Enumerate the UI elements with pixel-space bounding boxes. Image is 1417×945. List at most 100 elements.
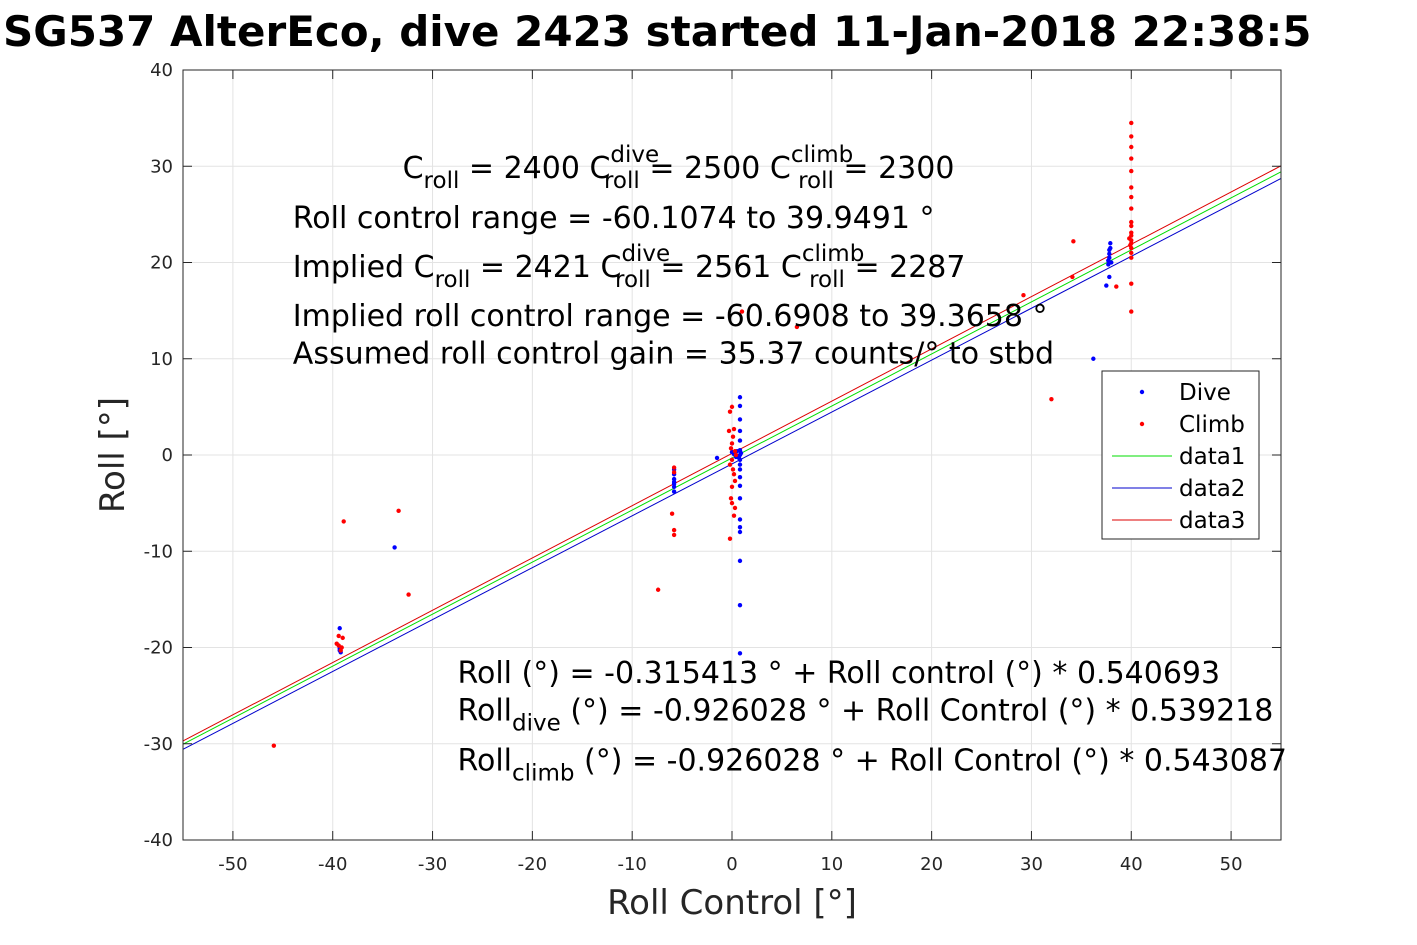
point-dive — [671, 484, 677, 489]
legend-label: data1 — [1179, 444, 1245, 470]
point-dive — [1091, 356, 1096, 361]
point-climb — [731, 513, 737, 518]
x-tick-label: 40 — [1120, 854, 1143, 875]
legend-box — [1101, 370, 1260, 540]
point-climb — [671, 465, 677, 470]
y-tick-label: -30 — [144, 734, 173, 755]
point-dive — [737, 651, 743, 656]
legend-swatch-dive — [1139, 389, 1145, 395]
point-climb — [727, 536, 733, 541]
point-climb — [732, 478, 738, 484]
point-climb — [1129, 255, 1134, 260]
annotation-text: Croll = 2400 Cdive roll = 2500 Cclimb roll… — [403, 142, 955, 194]
point-climb — [1128, 242, 1133, 248]
point-dive — [1109, 260, 1114, 265]
x-tick-label: 10 — [820, 854, 843, 875]
point-climb — [733, 452, 739, 458]
point-dive — [737, 602, 743, 608]
annotation-text: Roll (°) = -0.315413 ° + Roll control (°… — [458, 656, 1221, 691]
annotation-run: roll — [809, 267, 845, 293]
point-dive — [714, 455, 720, 461]
point-dive — [737, 524, 743, 530]
point-climb — [338, 648, 343, 653]
annotations: Croll = 2400 Cdive roll = 2500 Cclimb roll… — [293, 142, 1287, 787]
point-climb — [1129, 206, 1134, 211]
annotation-run: climb — [802, 241, 864, 267]
point-dive — [737, 403, 743, 409]
annotation-run: Roll — [458, 744, 513, 779]
point-climb — [730, 434, 736, 439]
point-climb — [728, 446, 734, 451]
point-climb — [671, 532, 677, 538]
point-climb — [341, 519, 346, 524]
point-climb — [729, 441, 735, 446]
point-climb — [1070, 274, 1075, 280]
annotation-text: Rollclimb (°) = -0.926028 ° + Roll Contr… — [458, 744, 1288, 787]
point-climb — [671, 527, 677, 533]
annotation-run: climb — [791, 142, 853, 168]
x-tick-label: -30 — [418, 854, 447, 875]
annotation-text: Rolldive (°) = -0.926028 ° + Roll Contro… — [458, 694, 1274, 737]
x-tick-label: 50 — [1220, 854, 1243, 875]
point-dive — [737, 474, 743, 480]
legend[interactable]: Dive Climb data1 data2 data3 — [1101, 370, 1260, 540]
point-climb — [732, 505, 738, 511]
annotation-run: Implied C — [293, 250, 435, 285]
point-climb — [1129, 281, 1134, 286]
point-dive — [1108, 241, 1113, 246]
point-dive — [1107, 251, 1112, 257]
x-tick-label: -40 — [318, 854, 347, 875]
y-tick-label: -20 — [144, 638, 173, 659]
point-climb — [739, 309, 745, 314]
annotation-run: (°) = -0.926028 ° + Roll Control (°) * 0… — [561, 694, 1274, 729]
annotation-run: Roll control range = -60.1074 to 39.9491… — [293, 201, 935, 236]
annotation-run: Roll — [458, 694, 513, 729]
annotation-run: = 2421 C — [470, 250, 621, 285]
x-tick-label: -20 — [518, 854, 547, 875]
point-climb — [1129, 168, 1134, 174]
point-climb — [1129, 120, 1134, 126]
point-climb — [728, 496, 734, 501]
point-climb — [730, 467, 736, 472]
annotation-run: dive — [621, 241, 670, 267]
point-climb — [1129, 309, 1134, 314]
point-climb — [655, 587, 661, 592]
annotation-run: roll — [435, 267, 471, 293]
y-axis-label: Roll [°] — [93, 397, 133, 513]
point-climb — [669, 511, 675, 516]
point-climb — [1129, 223, 1134, 229]
x-tick-label: -10 — [617, 854, 646, 875]
point-climb — [1129, 219, 1134, 225]
point-climb — [729, 484, 735, 489]
annotation-run: roll — [604, 168, 640, 194]
x-tick-label: 0 — [726, 854, 737, 875]
point-climb — [271, 743, 277, 748]
point-dive — [737, 467, 743, 472]
point-climb — [1127, 236, 1132, 241]
y-tick-label: -40 — [144, 830, 173, 851]
annotation-run: roll — [615, 267, 651, 293]
annotation-run: = 2400 C — [459, 151, 610, 186]
annotation-run: Assumed roll control gain = 35.37 counts… — [293, 337, 1054, 372]
x-tick-label: -50 — [218, 854, 247, 875]
point-climb — [794, 324, 800, 330]
point-dive — [737, 496, 743, 501]
point-climb — [731, 472, 737, 477]
point-climb — [1129, 185, 1134, 190]
point-dive — [737, 417, 743, 422]
point-dive — [392, 545, 397, 550]
annotation-text: Implied roll control range = -60.6908 to… — [293, 299, 1048, 334]
point-dive — [1107, 255, 1112, 260]
point-climb — [729, 500, 735, 506]
point-climb — [340, 635, 345, 641]
axis-ticks: -50 -40 -30 -20 -10 0 10 20 30 40 50 -40 -30 -20 -10 0 1… — [144, 60, 1281, 875]
point-climb — [727, 409, 733, 414]
point-climb — [336, 633, 341, 639]
annotation-run: = 2300 — [834, 151, 955, 186]
point-climb — [406, 592, 411, 597]
x-tick-label: 20 — [920, 854, 943, 875]
annotation-run: (°) = -0.926028 ° + Roll Control (°) * 0… — [574, 744, 1287, 779]
point-dive — [1108, 245, 1113, 251]
point-climb — [1114, 284, 1119, 289]
